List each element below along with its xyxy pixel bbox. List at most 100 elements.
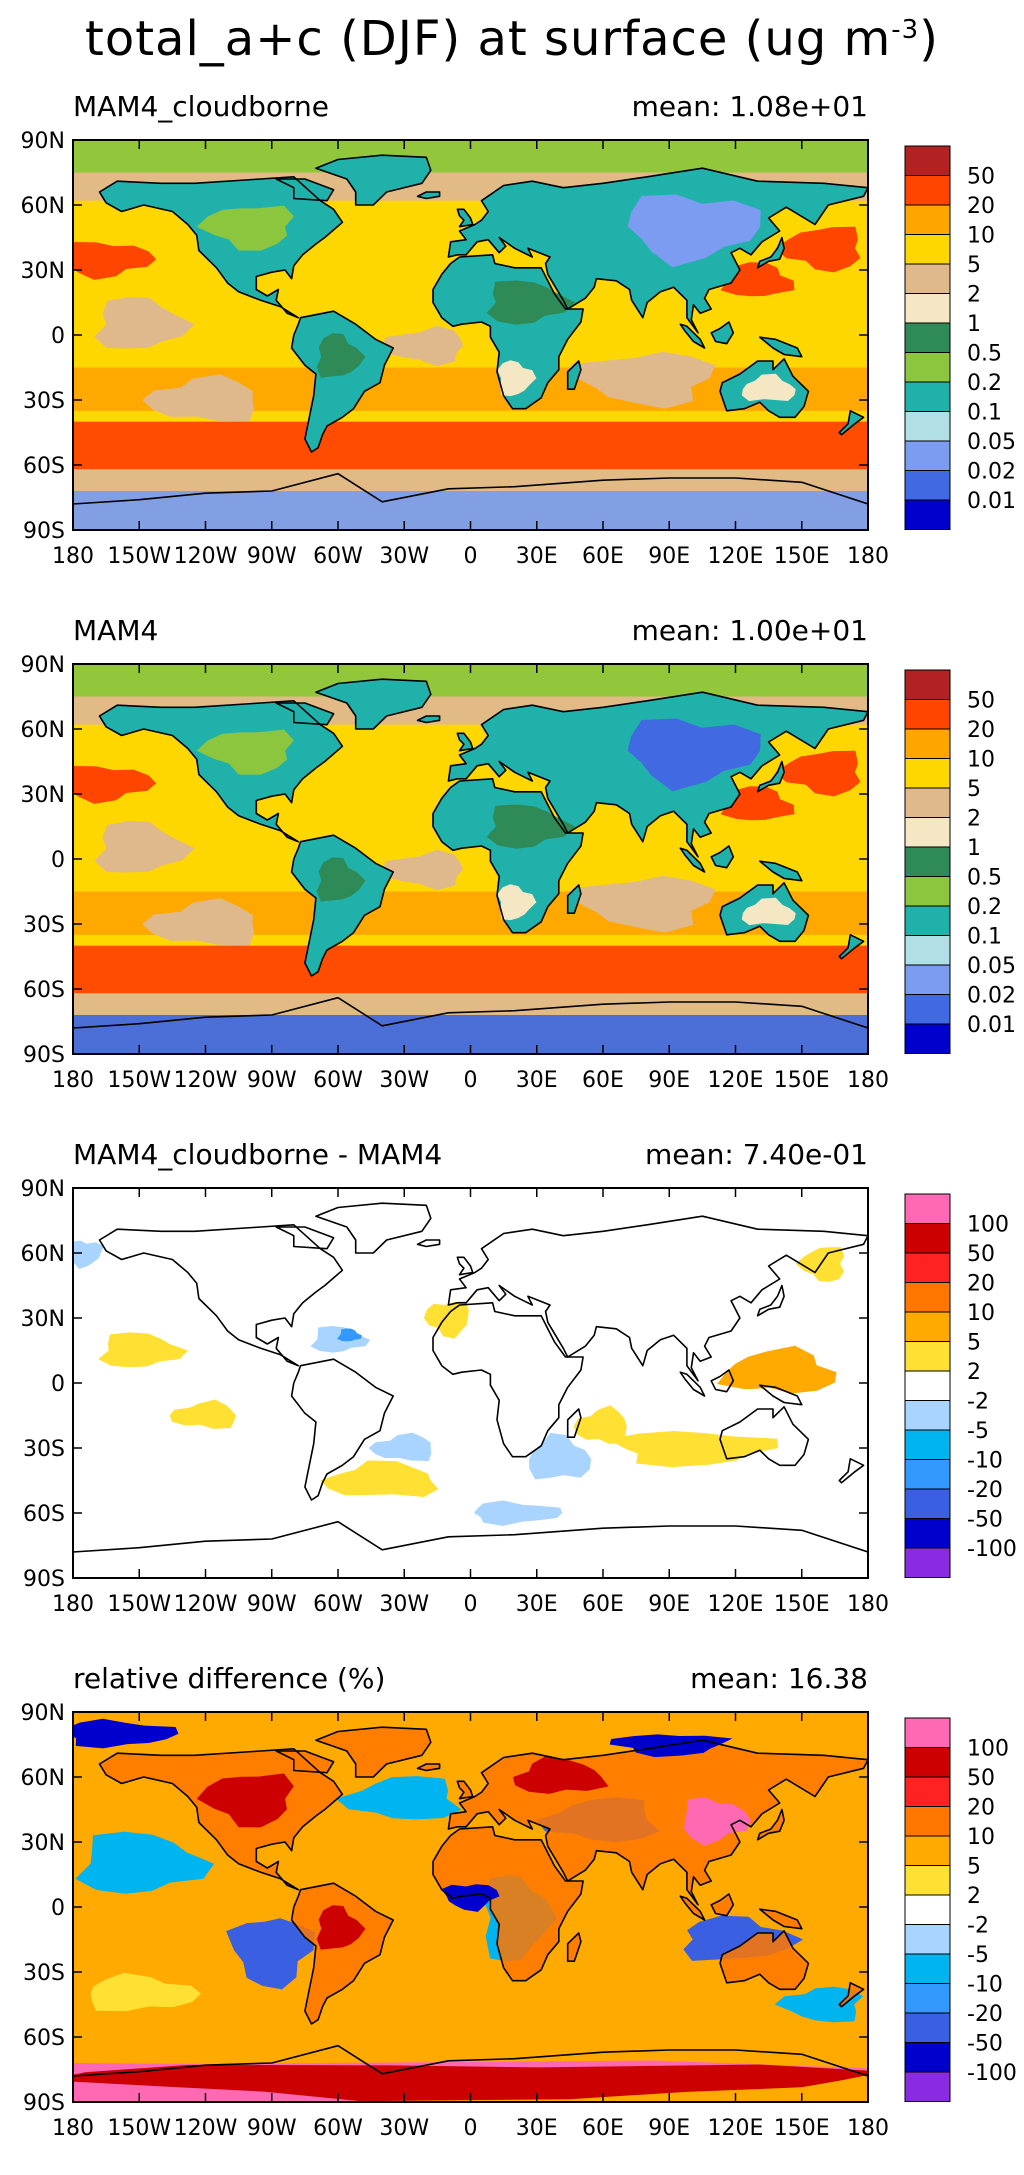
y-tick-label: 0 [51,1372,65,1397]
figure-title-close: ) [919,11,939,67]
negative-region [474,1500,563,1526]
panel-mean-text: mean: 1.08e+01 [632,90,868,123]
land-south-america [291,311,394,452]
y-tick-label: 0 [51,1896,65,1921]
figure-title: total_a+c (DJF) at surface (ug m-3) [0,0,1024,69]
colorbar-cell [904,1983,951,2014]
colorbar-label: 5 [967,1331,981,1356]
x-tick-label: 150E [774,1068,830,1093]
x-tick-label: 30E [516,2116,558,2141]
land-africa [433,1826,584,1981]
coastline-sumatra [679,323,706,349]
coastline-south-america [290,834,395,977]
colorbar-label: 50 [967,1242,995,1267]
coastline-new-zealand [838,1458,865,1484]
x-tick-label: 0 [464,1592,478,1617]
coastline-japan [756,236,785,269]
colorbar-label: 50 [967,165,995,190]
land-sumatra [680,1896,705,1920]
coastline-madagascar [566,1932,582,1962]
land-indonesia-borneo [711,1894,734,1916]
colorbar-cell [904,1835,951,1866]
colorbar-cell [904,1193,951,1224]
coastline-indonesia-borneo [710,1893,735,1917]
negative-region [529,1432,592,1480]
y-tick-label: 60S [23,1502,65,1527]
x-tick-label: 60W [313,1592,363,1617]
x-tick-label: 120W [174,2116,238,2141]
x-tick-label: 90E [648,1068,690,1093]
coastline-africa [432,254,584,410]
x-tick-label: 120E [708,2116,764,2141]
land-greenland [315,155,431,205]
y-tick-label: 60N [21,1766,65,1791]
land-south-america [291,835,394,976]
coastline-new-zealand [838,1982,865,2008]
colorbar-cell [904,1953,951,1984]
colorbar-cell [904,322,951,353]
ocean-region [94,821,195,873]
x-tick-label: 150E [774,2116,830,2141]
x-tick-label: 150W [107,2116,171,2141]
land-region [741,373,796,402]
colorbar-label: 0.02 [967,984,1016,1009]
chart-panel-3: relative difference (%) mean: 16.38 180 150… [21,1662,1017,2141]
colorbar-label: 0.2 [967,371,1002,396]
land-region [741,897,796,926]
colorbar-label: 0.1 [967,401,1002,426]
coastline-iceland [416,191,441,200]
x-tick-label: 90E [648,1592,690,1617]
positive-region [513,1755,609,1794]
coastline-japan [756,1808,785,1841]
negative-region [774,1986,864,2023]
colorbar-cell [904,935,951,966]
colorbar-label: 5 [967,777,981,802]
x-tick-label: 90W [247,2116,297,2141]
colorbar-label: 5 [967,1855,981,1880]
land-new-zealand [839,1982,864,2007]
coastline-british-isles [456,208,474,228]
coastline-indonesia-borneo [710,1369,735,1393]
ocean-region [94,297,195,349]
coastline-antarctica [73,2044,868,2077]
colorbar-label: 0.5 [967,342,1002,367]
colorbar-cell [904,817,951,848]
coastline-australia [719,1930,810,1991]
positive-region [684,1797,752,1846]
land-region [497,884,537,921]
negative-region [226,1918,315,1990]
land-region [495,195,585,235]
colorbar-label: 2 [967,283,981,308]
colorbar-label: 0.01 [967,489,1016,514]
colorbar-cell [904,204,951,235]
figure-title-text: total_a+c (DJF) at surface (ug m [85,11,892,67]
y-tick-label: 30N [21,259,65,284]
colorbar-label: -2 [967,1914,989,1939]
colorbar-label: 0.02 [967,460,1016,485]
coastline-british-isles [456,1780,474,1800]
land-british-isles [457,1781,473,1799]
colorbar-cell [904,1370,951,1401]
colorbar-label: -5 [967,1943,989,1968]
colorbar-cell [904,175,951,206]
colorbar-cell [904,2042,951,2073]
colorbar-label: 0.05 [967,430,1016,455]
coastline-iceland [416,1763,441,1772]
lat-band [73,421,868,470]
negative-region [90,1972,201,2012]
colorbar-label: -20 [967,1478,1003,1503]
panel-mean-text: mean: 1.00e+01 [632,614,868,647]
land-madagascar [567,1933,581,1962]
colorbar-label: 0.05 [967,954,1016,979]
land-greenland [315,679,431,729]
negative-region [336,1776,462,1820]
coastline-baffin [275,702,335,726]
y-tick-label: 90S [23,519,65,544]
y-tick-label: 0 [51,324,65,349]
x-tick-label: 60E [582,1592,624,1617]
map-field [73,140,868,530]
coastline-antarctica [73,1520,868,1553]
y-tick-label: 90N [21,129,65,154]
x-tick-label: 60W [313,544,363,569]
coastline-south-america [290,1358,395,1501]
